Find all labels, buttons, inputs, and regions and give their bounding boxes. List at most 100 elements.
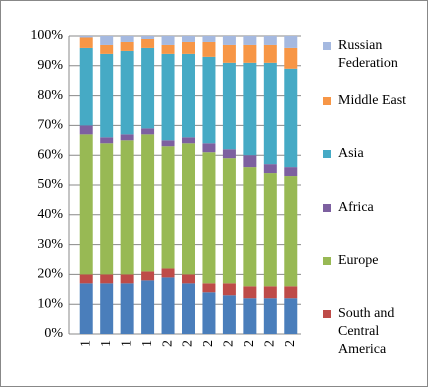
bar-segment: [120, 274, 134, 284]
bar-segment: [222, 149, 236, 159]
x-tick-label: 1: [99, 340, 114, 347]
bar-segment: [263, 164, 277, 174]
bar-segment: [222, 36, 236, 45]
bar-segment: [202, 283, 216, 293]
bar-segment: [182, 36, 195, 42]
bar-segment: [243, 286, 257, 299]
x-tick-label: 1: [78, 340, 93, 347]
bar-segment: [202, 41, 216, 57]
bar-segment: [182, 41, 195, 54]
y-tick-label: 100%: [30, 28, 63, 43]
bar-segment: [263, 286, 277, 299]
bar-segment: [182, 53, 195, 138]
x-tick-label: 1: [119, 340, 134, 347]
y-tick-label: 50%: [37, 177, 63, 192]
legend-swatch: [323, 310, 331, 318]
bar-segment: [161, 53, 175, 141]
bar-segment: [284, 298, 298, 334]
bar-segment: [161, 140, 175, 147]
y-tick-label: 70%: [37, 118, 63, 133]
bar-segment: [100, 274, 114, 284]
x-tick-label: 1: [140, 340, 155, 347]
bar-segment: [120, 50, 134, 135]
legend-swatch: [323, 257, 331, 265]
bar-segment: [182, 274, 195, 284]
bar-segment: [161, 36, 175, 45]
bar-segment: [222, 44, 236, 63]
bar-segment: [100, 137, 114, 144]
y-tick-label: 20%: [37, 267, 63, 282]
bar-segment: [120, 283, 134, 334]
legend-label: Africa: [338, 200, 374, 215]
bar-segment: [161, 268, 175, 278]
bar-segment: [100, 53, 114, 138]
bar-segment: [100, 143, 114, 275]
legend-swatch: [323, 150, 331, 158]
bar-segment: [284, 68, 298, 168]
bar-segment: [284, 286, 298, 299]
legend-label: South and Central America: [338, 306, 395, 357]
bar-segment: [141, 47, 155, 129]
bar-segment: [100, 283, 114, 334]
bar-segment: [79, 134, 93, 275]
bar-segment: [222, 158, 236, 284]
bar-segment: [141, 128, 155, 135]
bar-segment: [243, 167, 257, 287]
bar-segment: [263, 36, 277, 45]
bar-segment: [141, 271, 155, 281]
x-tick-label: 2: [201, 340, 216, 347]
y-tick-label: 30%: [37, 237, 63, 252]
legend-label: Asia: [338, 146, 364, 161]
bar-segment: [202, 143, 216, 153]
bar-segment: [120, 134, 134, 141]
bar-segment: [243, 298, 257, 334]
bar-segment: [202, 152, 216, 284]
bar-segment: [284, 47, 298, 69]
bar-segment: [182, 137, 195, 144]
bar-segment: [141, 134, 155, 272]
bar-segment: [243, 44, 257, 63]
y-tick-label: 40%: [37, 207, 63, 222]
legend-label: Middle East: [338, 93, 407, 108]
legend-label: Europe: [338, 253, 379, 268]
bar-segment: [263, 173, 277, 287]
bar-segment: [202, 56, 216, 144]
bar-segment: [141, 36, 155, 39]
bar-segment: [161, 44, 175, 54]
x-tick-label: 2: [222, 340, 237, 347]
bar-segment: [182, 283, 195, 334]
bar-segment: [141, 280, 155, 334]
bar-segment: [263, 62, 277, 165]
bar-segment: [222, 62, 236, 150]
bar-segment: [202, 36, 216, 42]
legend-swatch: [323, 42, 331, 50]
bar-segment: [79, 36, 93, 38]
bar-segment: [182, 143, 195, 275]
bar-segment: [263, 298, 277, 334]
bar-segment: [243, 155, 257, 168]
bar-segment: [202, 292, 216, 334]
x-tick-label: 2: [160, 340, 175, 347]
legend-label: Russian Federation: [338, 38, 398, 71]
bar-segment: [79, 47, 93, 126]
y-tick-label: 60%: [37, 147, 63, 162]
bar-segment: [161, 277, 175, 334]
bar-segment: [222, 283, 236, 296]
y-tick-label: 0%: [44, 326, 63, 341]
bar-segment: [284, 176, 298, 287]
x-tick-label: 2: [181, 340, 196, 347]
bar-segment: [161, 146, 175, 269]
x-tick-label: 2: [242, 340, 257, 347]
bar-segment: [141, 38, 155, 48]
bar-segment: [79, 274, 93, 284]
bar-segment: [120, 140, 134, 275]
bar-segment: [263, 44, 277, 63]
x-tick-label: 2: [283, 340, 298, 347]
bar-segment: [243, 36, 257, 45]
bar-segment: [120, 36, 134, 42]
bar-segment: [284, 36, 298, 48]
bar-segment: [100, 36, 114, 45]
bar-segment: [100, 44, 114, 54]
